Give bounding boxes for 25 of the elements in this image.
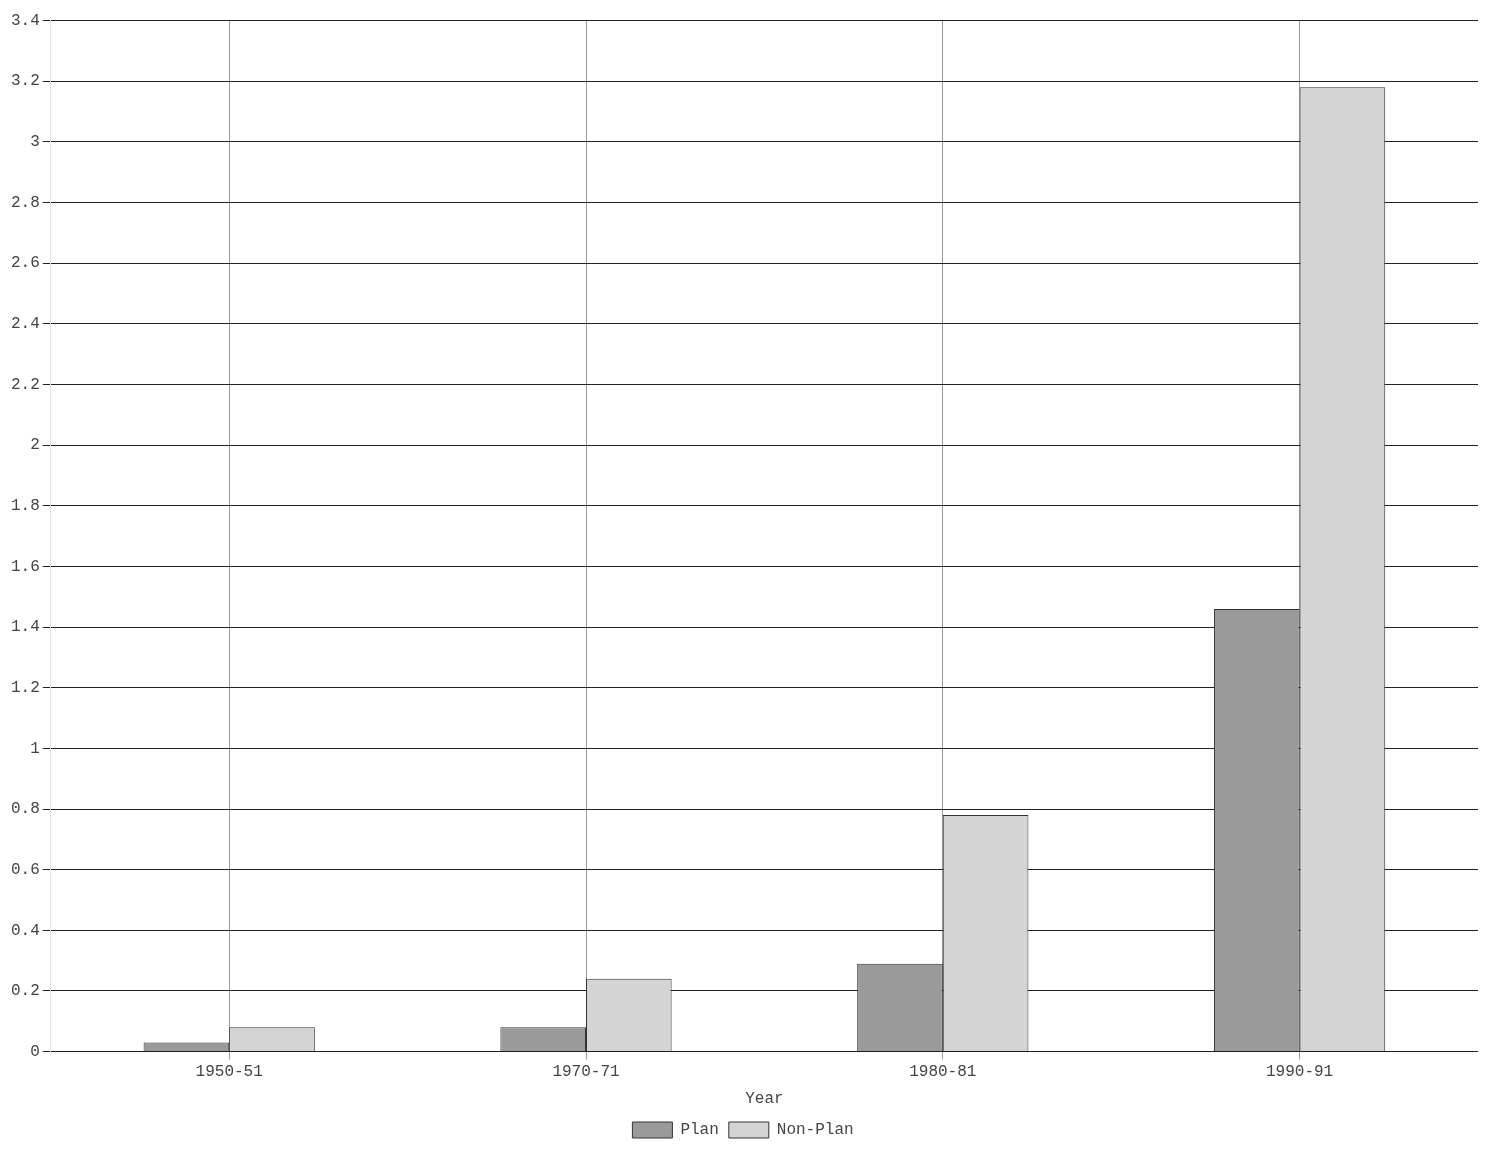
y-tick-label: 1	[30, 739, 40, 758]
y-tick-label: 2.2	[10, 375, 40, 394]
y-tick-label: 2	[30, 436, 40, 455]
legend-label: Plan	[680, 1121, 719, 1140]
y-tick-label: 2.6	[10, 254, 40, 273]
y-tick-label: 0.6	[10, 860, 40, 879]
y-tick-label: 0.8	[10, 800, 40, 819]
y-tick-label: 3	[30, 133, 40, 152]
y-tick-label: 1.8	[10, 497, 40, 516]
x-tick-label: 1980-81	[909, 1063, 977, 1082]
y-tick-label: 1.2	[10, 678, 40, 697]
x-axis-title: Year	[745, 1089, 784, 1108]
y-tick-label: 2.8	[10, 193, 40, 212]
x-tick-label: 1970-71	[552, 1063, 620, 1082]
x-tick-label: 1950-51	[195, 1063, 263, 1082]
legend-label: Non-Plan	[776, 1121, 854, 1140]
y-tick-label: 3.4	[10, 11, 40, 30]
y-tick-label: 1.4	[10, 618, 40, 637]
x-tick-label: 1990-91	[1265, 1063, 1334, 1082]
y-tick-label: 2.4	[10, 315, 40, 334]
y-tick-label: 0.2	[10, 982, 40, 1001]
y-tick-label: 0.4	[10, 921, 40, 940]
y-tick-label: 3.2	[10, 72, 40, 91]
y-tick-label: 1.6	[10, 557, 40, 576]
y-tick-label: 0	[30, 1042, 40, 1061]
